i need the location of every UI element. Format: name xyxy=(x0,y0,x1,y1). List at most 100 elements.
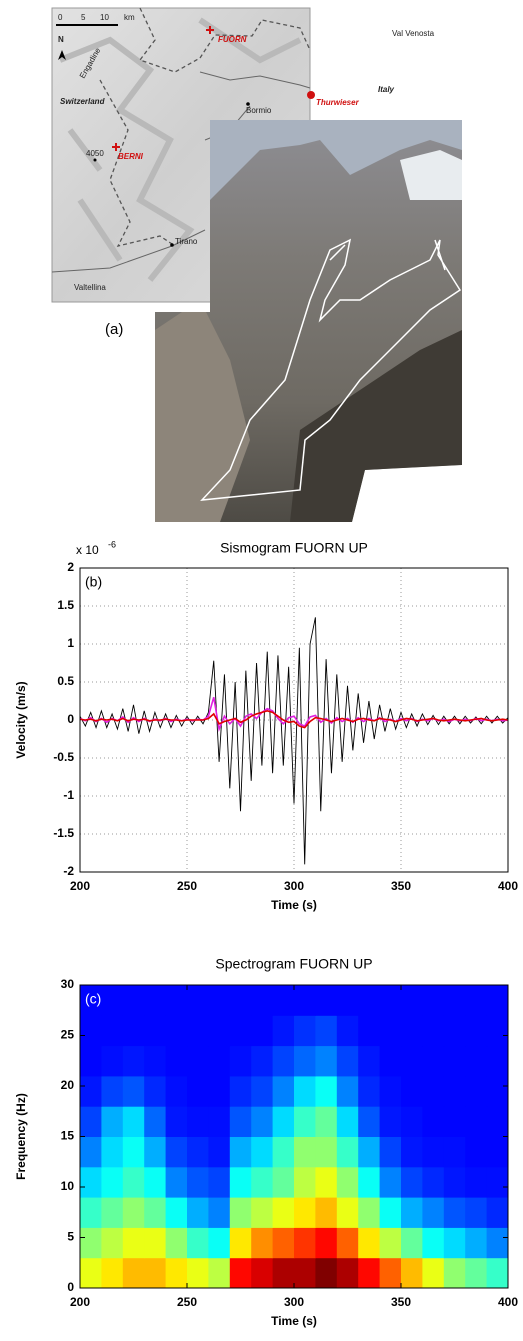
heatmap-cell xyxy=(229,1197,252,1228)
heatmap-cell xyxy=(315,1197,338,1228)
heatmap-cell xyxy=(422,1257,445,1289)
heatmap-cell xyxy=(101,1197,124,1228)
x-tick-label: 300 xyxy=(284,879,304,893)
heatmap-cell xyxy=(272,1197,295,1228)
y-tick-label: 0.5 xyxy=(57,674,74,688)
chart-title: Spectrogram FUORN UP xyxy=(215,956,372,972)
series-line xyxy=(79,617,509,865)
heatmap-cell xyxy=(486,1257,509,1289)
heatmap-cell xyxy=(336,1136,359,1168)
heatmap-cell xyxy=(122,1045,145,1077)
heatmap-cell xyxy=(401,985,423,1016)
town-marker xyxy=(246,102,250,106)
heatmap-cell xyxy=(336,1045,359,1077)
heatmap-cell xyxy=(336,1227,359,1259)
heatmap-cell xyxy=(187,1075,209,1107)
heatmap-cell xyxy=(443,1136,466,1168)
chart-title: Sismogram FUORN UP xyxy=(220,540,368,556)
heatmap-cell xyxy=(336,1015,359,1047)
border xyxy=(99,7,311,247)
heatmap-cell xyxy=(401,1227,423,1259)
station-label: FUORN xyxy=(218,35,247,44)
heatmap-cell xyxy=(315,1015,338,1047)
heatmap-cell xyxy=(379,1106,402,1137)
y-multiplier: x 10 xyxy=(76,543,99,557)
north-label: N xyxy=(58,35,64,44)
x-tick-label: 250 xyxy=(177,879,197,893)
event-label: Thurwieser xyxy=(316,98,360,107)
heatmap-cell xyxy=(422,1197,445,1228)
heatmap-cell xyxy=(122,1166,145,1198)
heatmap-cell xyxy=(251,1075,274,1107)
heatmap-cell xyxy=(379,1257,402,1289)
heatmap-cell xyxy=(379,1197,402,1228)
heatmap-cell xyxy=(165,1257,188,1289)
heatmap-cell xyxy=(144,1075,167,1107)
heatmap-cell xyxy=(465,1106,488,1137)
plot-frame xyxy=(79,984,509,1289)
heatmap-cell xyxy=(80,1015,102,1047)
heatmap-cell xyxy=(251,1045,274,1077)
map-label: Switzerland xyxy=(60,97,106,106)
heatmap-cell xyxy=(336,1197,359,1228)
heatmap-cell xyxy=(422,1227,445,1259)
heatmap-cell xyxy=(358,1197,381,1228)
heatmap-cell xyxy=(229,1136,252,1168)
relief xyxy=(58,17,302,282)
map-label: Italy xyxy=(378,85,395,94)
heatmap-cell xyxy=(294,1075,316,1107)
heatmap-cell xyxy=(294,1106,316,1137)
series-line xyxy=(79,710,509,729)
heatmap-cell xyxy=(187,985,209,1016)
heatmap-cell xyxy=(101,1106,124,1137)
peak-marker xyxy=(93,158,97,162)
heatmap-cell xyxy=(294,1227,316,1259)
y-multiplier-exponent: -6 xyxy=(108,539,116,549)
heatmap-cell xyxy=(401,1166,423,1198)
heatmap-cell xyxy=(486,985,509,1016)
heatmap-cell xyxy=(379,1015,402,1047)
heatmap-cell xyxy=(486,1045,509,1077)
heatmap-cell xyxy=(208,1136,231,1168)
heatmap-cell xyxy=(358,1015,381,1047)
heatmap-cell xyxy=(358,1257,381,1289)
heatmap-cell xyxy=(144,1197,167,1228)
heatmap-cell xyxy=(272,1166,295,1198)
heatmap-cell xyxy=(144,1227,167,1259)
heatmap-cell xyxy=(315,1257,338,1289)
y-tick-label: 1.5 xyxy=(57,598,74,612)
heatmap-cell xyxy=(465,985,488,1016)
heatmap-cell xyxy=(358,985,381,1016)
slide-outline xyxy=(200,238,462,501)
y-tick-label: 20 xyxy=(61,1078,75,1092)
heatmap-cell xyxy=(165,1227,188,1259)
heatmap-cell xyxy=(294,1045,316,1077)
y-tick-label: 10 xyxy=(61,1179,75,1193)
heatmap-cell xyxy=(165,1166,188,1198)
heatmap-cell xyxy=(144,1136,167,1168)
ridge xyxy=(290,330,462,522)
heatmap-cell xyxy=(486,1015,509,1047)
heatmap-cell xyxy=(358,1136,381,1168)
panel-label: (c) xyxy=(85,991,101,1007)
heatmap-cell xyxy=(187,1045,209,1077)
map-label: Val Venosta xyxy=(392,29,435,38)
heatmap-cell xyxy=(272,1227,295,1259)
heatmap-cell xyxy=(251,1197,274,1228)
y-axis-label: Frequency (Hz) xyxy=(14,1093,28,1180)
heatmap-cell xyxy=(443,1257,466,1289)
heatmap-cell xyxy=(315,1106,338,1137)
heatmap-cell xyxy=(294,985,316,1016)
heatmap-cell xyxy=(187,1197,209,1228)
heatmap-cell xyxy=(251,1227,274,1259)
y-tick-label: 0 xyxy=(67,1280,74,1294)
heatmap-cell xyxy=(379,1045,402,1077)
heatmap-cell xyxy=(465,1257,488,1289)
heatmap-cell xyxy=(443,985,466,1016)
heatmap-cell xyxy=(80,1106,102,1137)
heatmap-cell xyxy=(187,1166,209,1198)
heatmap-cell xyxy=(165,1075,188,1107)
heatmap-cell xyxy=(422,1136,445,1168)
